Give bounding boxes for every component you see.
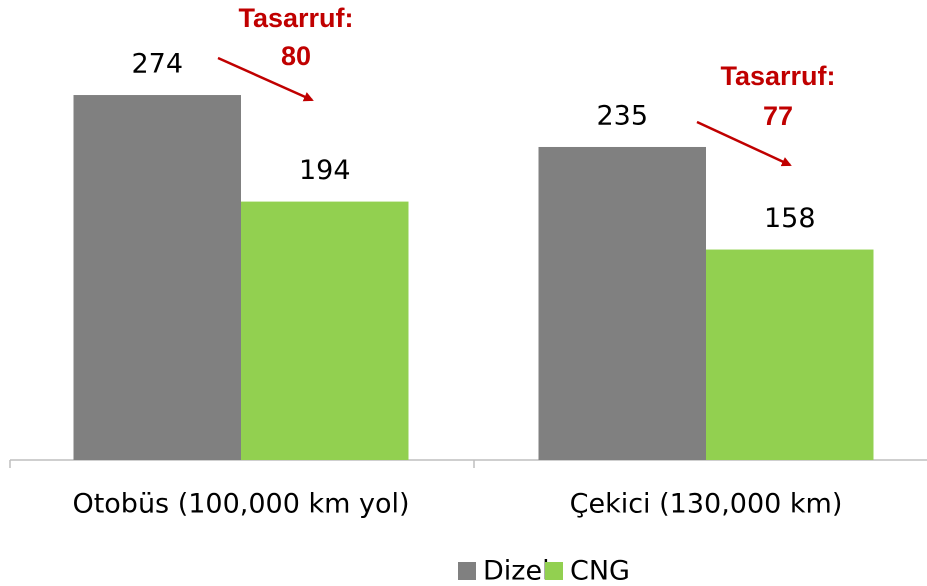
- legend-swatch: [545, 562, 563, 580]
- bar: [73, 95, 241, 461]
- annotation-value: 80: [281, 41, 311, 71]
- bar: [706, 249, 874, 460]
- bar: [538, 146, 706, 461]
- x-tick-label: Çekici (130,000 km): [570, 489, 843, 520]
- data-label: 274: [131, 49, 183, 80]
- legend-swatch: [458, 562, 476, 580]
- bar: [241, 201, 409, 461]
- x-tick-label: Otobüs (100,000 km yol): [72, 489, 409, 520]
- annotation-value: 77: [763, 101, 793, 131]
- annotation-label: Tasarruf:: [720, 61, 835, 91]
- annotation-label: Tasarruf:: [238, 3, 353, 33]
- data-label: 194: [299, 155, 351, 186]
- data-label: 235: [596, 100, 648, 131]
- legend-label: Dizel: [483, 556, 550, 586]
- data-label: 158: [764, 203, 816, 234]
- annotation-arrow: [696, 120, 792, 167]
- legend-label: CNG: [570, 556, 630, 586]
- annotation-arrow: [217, 56, 314, 102]
